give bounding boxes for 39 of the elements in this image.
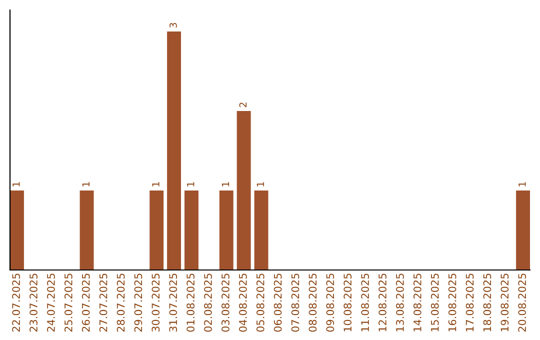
x-tick-label: 14.08.2025 <box>413 274 422 332</box>
x-tick-label: 11.08.2025 <box>361 274 369 332</box>
x-tick-label: 23.07.2025 <box>30 274 38 332</box>
data-label: 1 <box>12 182 20 186</box>
x-tick-label: 27.07.2025 <box>99 274 108 332</box>
x-tick-label: 03.08.2025 <box>222 274 230 332</box>
x-tick-label: 24.07.2025 <box>47 274 55 332</box>
x-tick-label: 25.07.2025 <box>64 274 72 332</box>
x-tick-label: 26.07.2025 <box>82 274 90 332</box>
data-label: 1 <box>222 182 230 186</box>
x-tick-label: 31.07.2025 <box>169 274 178 332</box>
x-tick-label: 07.08.2025 <box>291 274 300 332</box>
x-tick-label: 22.07.2025 <box>12 274 20 332</box>
x-tick-label: 04.08.2025 <box>238 274 247 332</box>
x-tick-label: 15.08.2025 <box>430 274 439 332</box>
data-label: 1 <box>518 182 526 186</box>
x-tick-label: 17.08.2025 <box>466 274 474 332</box>
x-tick-label: 20.08.2025 <box>518 274 526 332</box>
data-label: 2 <box>239 102 247 108</box>
x-tick-label: 28.07.2025 <box>116 274 125 332</box>
data-label: 1 <box>256 182 264 186</box>
x-tick-label: 09.08.2025 <box>326 274 334 332</box>
x-tick-label: 10.08.2025 <box>344 274 352 332</box>
x-tick-label: 13.08.2025 <box>396 274 404 332</box>
data-label: 1 <box>187 182 194 186</box>
data-label: 1 <box>82 182 90 186</box>
x-tick-label: 05.08.2025 <box>256 274 264 332</box>
x-tick-label: 12.08.2025 <box>378 274 386 332</box>
x-tick-label: 02.08.2025 <box>204 274 212 332</box>
data-label: 3 <box>169 22 177 28</box>
x-tick-label: 06.08.2025 <box>274 274 282 332</box>
x-tick-label: 18.08.2025 <box>483 274 492 332</box>
x-tick-label: 30.07.2025 <box>152 274 160 332</box>
x-tick-label: 16.08.2025 <box>448 274 456 332</box>
x-tick-label: 08.08.2025 <box>308 274 317 332</box>
x-tick-label: 19.08.2025 <box>500 274 509 332</box>
x-tick-label: 01.08.2025 <box>186 274 194 332</box>
data-label: 1 <box>152 182 160 186</box>
x-tick-label: 29.07.2025 <box>134 274 142 332</box>
